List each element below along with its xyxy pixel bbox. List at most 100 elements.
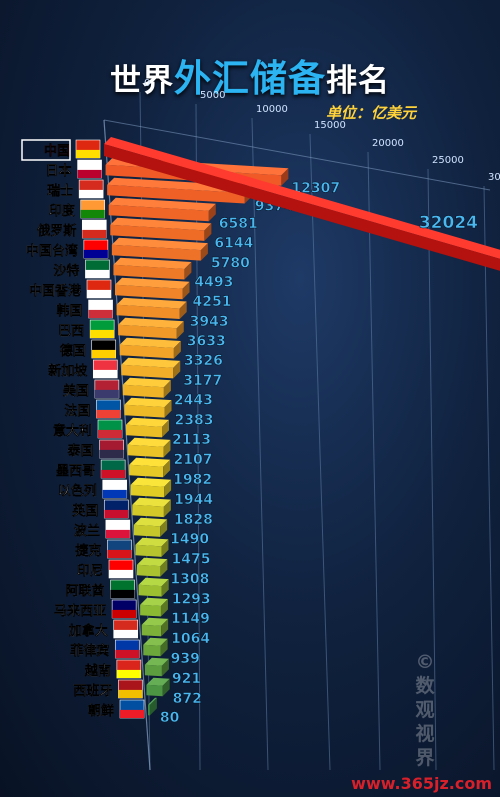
- category-label: 泰国: [67, 443, 94, 459]
- bar: [113, 264, 185, 280]
- category-label: 美国: [63, 383, 89, 399]
- bar: [108, 204, 209, 222]
- data-label: 1982: [173, 472, 212, 488]
- bar-side-face: [161, 658, 169, 677]
- bar: [138, 584, 162, 597]
- bar: [143, 644, 161, 657]
- bar-top-face: [135, 537, 169, 547]
- category-label: 俄罗斯: [36, 223, 76, 239]
- flag-icon-stripe: [101, 469, 126, 478]
- category-label: 意大利: [53, 423, 92, 439]
- category-label: 德国: [60, 343, 86, 359]
- title-part: 排名: [326, 63, 390, 99]
- bar-side-face: [160, 598, 168, 617]
- category-label: 瑞士: [47, 183, 73, 199]
- data-label: 3177: [183, 373, 222, 389]
- category-label: 阿联酋: [66, 583, 105, 599]
- x-tick-label: 15000: [314, 120, 346, 131]
- bar-side-face: [173, 340, 181, 359]
- bar: [148, 704, 150, 716]
- bar-top-face: [111, 237, 208, 251]
- flag-icon-stripe: [107, 549, 132, 558]
- category-label: 日本: [46, 163, 72, 179]
- bar: [127, 444, 164, 458]
- bar-side-face: [149, 697, 157, 716]
- bar: [118, 324, 177, 339]
- data-label: 3633: [187, 334, 226, 350]
- bar-top-face: [113, 257, 192, 270]
- bar-top-face: [122, 377, 171, 388]
- flag-icon-stripe: [116, 669, 141, 678]
- bar-side-face: [162, 678, 170, 697]
- bar: [115, 284, 183, 300]
- bar-top-face: [118, 317, 184, 329]
- category-label: 波兰: [74, 523, 100, 539]
- data-label: 6144: [214, 236, 253, 252]
- bar-side-face: [164, 400, 172, 418]
- flag-icon-stripe: [99, 449, 124, 458]
- bar-top-face: [132, 497, 171, 507]
- data-label: 4493: [194, 274, 233, 290]
- data-label: 2113: [172, 432, 211, 448]
- bar-top-face: [124, 397, 172, 408]
- data-label: 32024: [419, 213, 478, 233]
- axis-line: [103, 119, 491, 191]
- bar: [144, 664, 162, 677]
- flag-icon-stripe: [96, 409, 121, 418]
- flag-icon-stripe: [83, 249, 108, 258]
- bar: [121, 364, 174, 379]
- category-label: 中国: [44, 143, 70, 159]
- bar: [110, 224, 205, 241]
- flag-icon-stripe: [109, 569, 133, 578]
- flag-icon-stripe: [110, 589, 135, 598]
- flag-icon-stripe: [80, 209, 105, 218]
- unit-label: 单位：亿美元: [326, 104, 417, 122]
- category-label: 中国台湾: [26, 243, 78, 259]
- flag-icon-stripe: [112, 609, 137, 618]
- bar-side-face: [161, 618, 169, 637]
- bar-side-face: [208, 203, 216, 222]
- bar-side-face: [160, 559, 168, 577]
- flag-icon-stripe: [94, 389, 119, 398]
- category-label: 印尼: [77, 564, 103, 579]
- bar: [130, 484, 165, 498]
- bar-side-face: [173, 360, 181, 379]
- bar: [124, 404, 165, 418]
- category-label: 巴西: [58, 324, 84, 339]
- bar-side-face: [281, 168, 289, 186]
- flag-icon-stripe: [85, 269, 110, 278]
- category-label: 菲律宾: [70, 643, 109, 659]
- bar: [133, 524, 161, 537]
- data-label: 5780: [211, 255, 250, 271]
- data-label: 3326: [184, 353, 223, 369]
- bar: [146, 684, 163, 697]
- flag-icon-stripe: [118, 689, 143, 698]
- category-label: 英国: [71, 503, 98, 519]
- data-label: 1944: [174, 492, 213, 508]
- data-label: 1828: [174, 512, 213, 528]
- bar-side-face: [200, 243, 208, 261]
- bar-top-face: [144, 657, 169, 666]
- bar: [132, 504, 164, 518]
- bar-top-face: [115, 277, 190, 289]
- bar-side-face: [184, 262, 192, 280]
- bar-top-face: [127, 437, 171, 447]
- bar: [111, 244, 201, 261]
- bar-top-face: [133, 517, 168, 527]
- flag-icon-stripe: [79, 189, 104, 198]
- data-label: 1064: [171, 631, 210, 647]
- grid-line: [483, 185, 495, 771]
- data-label: 3943: [190, 314, 229, 330]
- bar-side-face: [182, 281, 190, 300]
- x-tick-label: 0: [144, 78, 150, 89]
- bar-side-face: [160, 519, 168, 537]
- bar: [107, 184, 245, 204]
- category-label: 加拿大: [68, 623, 108, 639]
- data-label: 1149: [171, 611, 210, 627]
- highlight-box: [21, 139, 71, 161]
- category-label: 以色列: [58, 483, 97, 499]
- x-tick-label: 5000: [200, 90, 225, 101]
- flag-icon-stripe: [104, 509, 129, 518]
- bar-top-face: [140, 597, 168, 606]
